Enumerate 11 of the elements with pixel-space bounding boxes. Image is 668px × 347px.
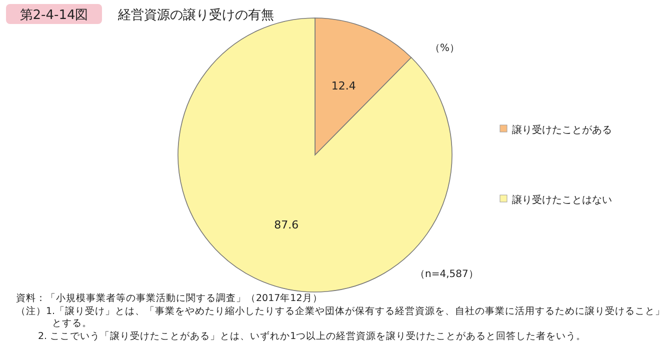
data-label: 12.4 [331, 79, 356, 92]
legend-label: 譲り受けたことがある [512, 124, 612, 136]
text: 資料：「小規模事業者等の事業活動に関する調査」（2017年12月） [16, 292, 322, 304]
text: （n=4,587） [415, 269, 478, 280]
text: （%） [430, 43, 460, 54]
legend-label: 譲り受けたことはない [512, 194, 612, 206]
chart-title: 経営資源の譲り受けの有無 [117, 8, 274, 23]
data-label: 87.6 [274, 218, 299, 232]
text: 2. ここでいう「譲り受けたことがある」とは、いずれか1つ以上の経営資源を譲り受けたことがあると回答した者をいう。 [38, 330, 586, 342]
text: （注）1.「譲り受け」とは、「事業をやめたり縮小したりする企業や団体が保有する経営資源を、自社の事業に活用するために譲り受けること」とする。 [16, 305, 666, 329]
text: 第2-4-14図 [20, 8, 88, 23]
